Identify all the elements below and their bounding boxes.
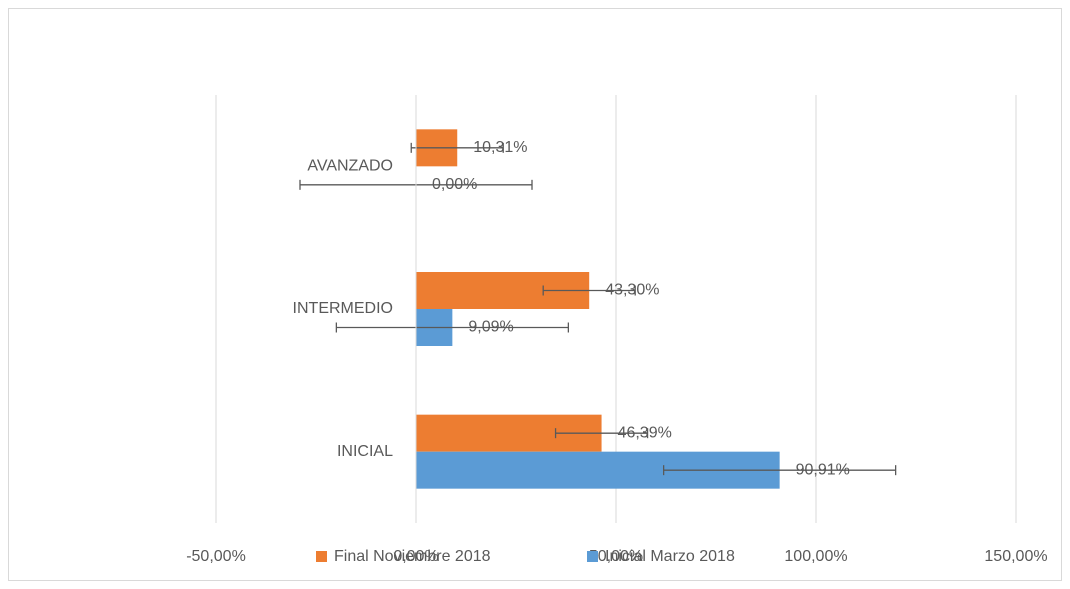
x-tick-label: 50,00%	[589, 548, 643, 565]
data-label: 90,91%	[796, 461, 850, 478]
legend-label: Final Noviembre 2018	[334, 548, 491, 565]
x-tick-label: 150,00%	[984, 548, 1047, 565]
legend-label: Inicial Marzo 2018	[605, 548, 735, 565]
data-label: 0,00%	[432, 176, 477, 193]
category-label: INICIAL	[337, 443, 393, 460]
category-label: AVANZADO	[307, 158, 393, 175]
x-tick-label: 100,00%	[784, 548, 847, 565]
legend-swatch	[316, 551, 327, 562]
data-label: 10,31%	[473, 139, 527, 156]
data-label: 46,39%	[618, 424, 672, 441]
x-tick-label: 0,00%	[393, 548, 438, 565]
data-label: 9,09%	[468, 319, 513, 336]
legend-swatch	[587, 551, 598, 562]
data-label: 43,30%	[605, 282, 659, 299]
category-label: INTERMEDIO	[293, 300, 393, 317]
x-tick-label: -50,00%	[186, 548, 246, 565]
